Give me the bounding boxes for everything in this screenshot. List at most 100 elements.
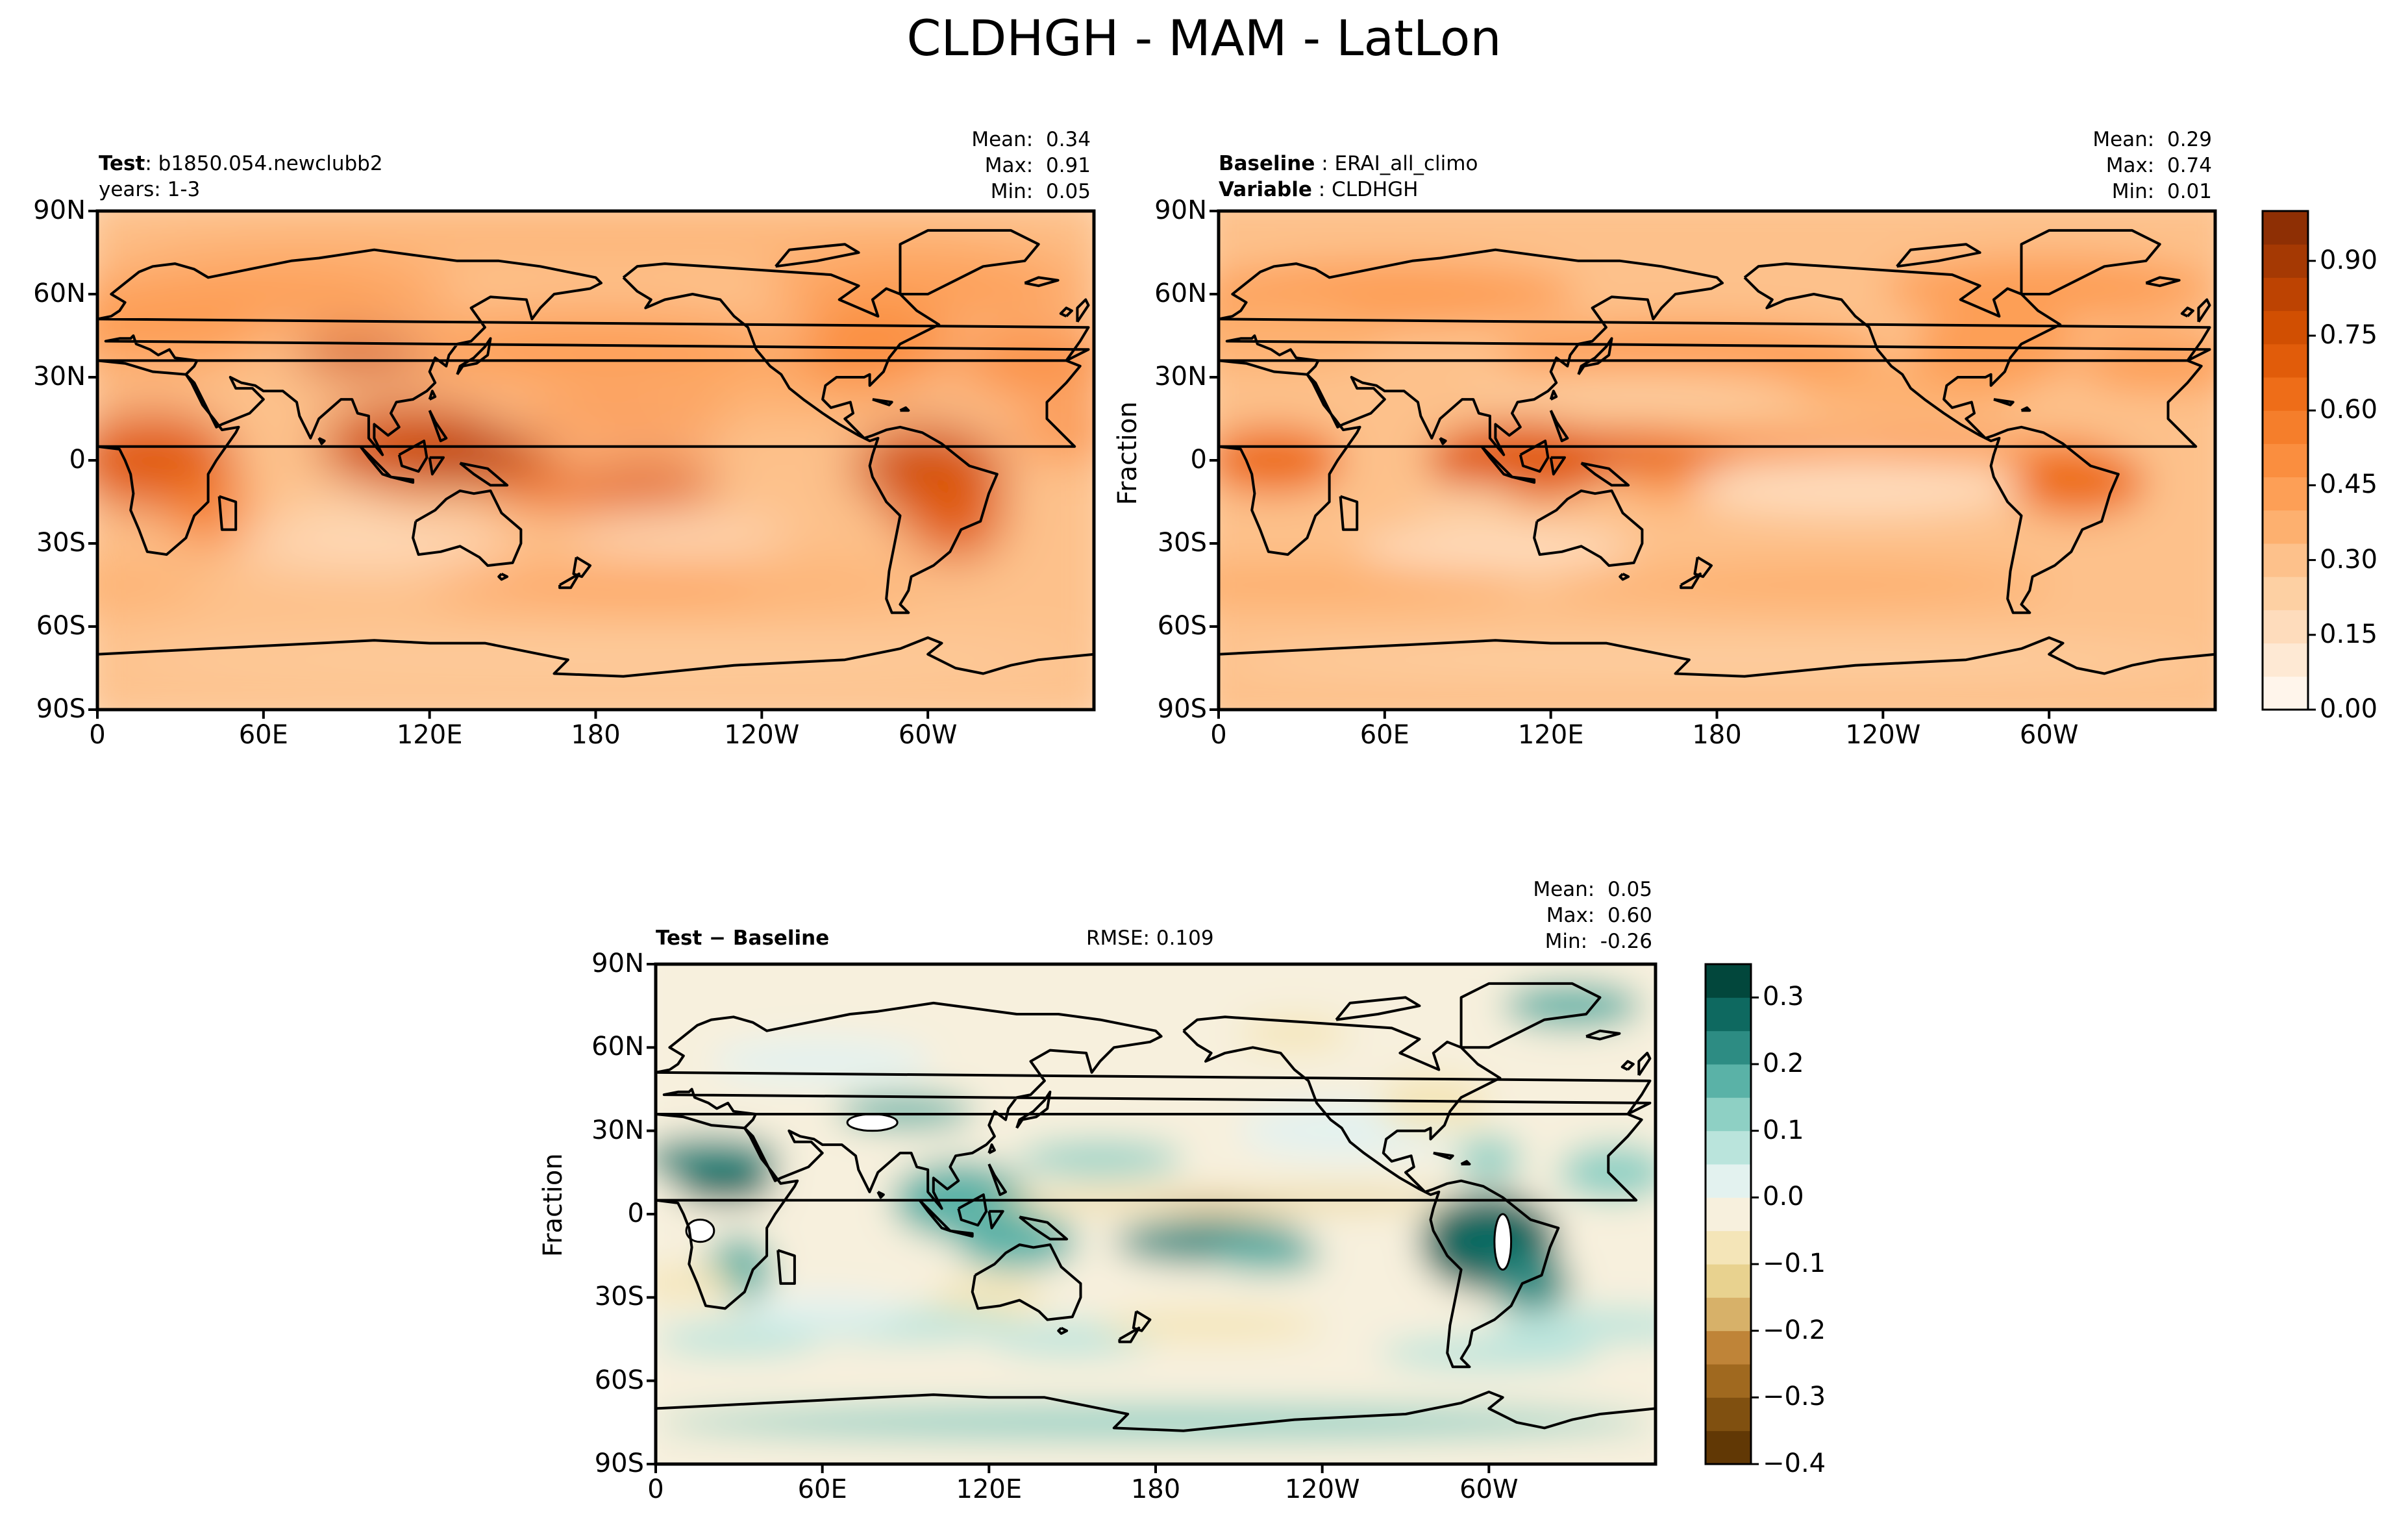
variable-label: Variable — [1219, 178, 1312, 201]
baseline-coastline — [1549, 390, 1558, 401]
difference-coastline — [987, 1143, 996, 1154]
baseline-coastline — [1896, 243, 1981, 268]
main-colorbar-tick-label: 0.90 — [2320, 245, 2378, 275]
test-lat-tick-label: 60N — [33, 279, 86, 308]
test-contour-region — [291, 336, 430, 375]
baseline-contour-region — [1910, 310, 2077, 389]
baseline-lon-tick-label: 120E — [1517, 720, 1584, 750]
baseline-coastline — [2197, 298, 2211, 323]
test-coastline — [459, 462, 509, 487]
difference-lon-tick-label: 60E — [797, 1474, 847, 1504]
test-lon-tick-label: 120E — [396, 720, 463, 750]
test-coastline — [456, 337, 492, 375]
difference-coastline — [1433, 1151, 1454, 1160]
difference-colorbar-swatch — [1706, 1330, 1751, 1365]
test-lon-tick-label: 0 — [89, 720, 106, 750]
baseline-lat-tick-label: 60S — [1157, 611, 1207, 641]
difference-colorbar-tick-label: 0.2 — [1763, 1049, 1804, 1078]
difference-colorbar-swatch — [1706, 1064, 1751, 1098]
baseline-coastline — [1549, 456, 1566, 476]
test-contour-region — [402, 310, 789, 389]
test-coastline — [412, 489, 523, 567]
main-colorbar-swatch — [2263, 577, 2308, 610]
test-coastline — [497, 573, 509, 581]
difference-contour-region — [1502, 983, 1642, 1028]
baseline-coastline — [1519, 440, 1550, 473]
difference-contour-region — [1489, 1256, 1572, 1311]
test-coastline — [428, 390, 437, 401]
difference-colorbar-frame — [1704, 963, 1752, 1465]
baseline-contour-region — [1219, 222, 2215, 256]
baseline-coastline — [2180, 306, 2194, 317]
difference-colorbar-tick-label: −0.4 — [1763, 1448, 1826, 1478]
baseline-stats: Mean: 0.29 Max: 0.74 Min: 0.01 — [2017, 127, 2212, 205]
test-contour-region — [236, 521, 513, 566]
difference-contour-region — [956, 1214, 1078, 1270]
baseline-coastline — [2020, 229, 2161, 295]
difference-coastline — [987, 1163, 1007, 1197]
difference-coastline — [1182, 1015, 1560, 1369]
test-lat-tick-label: 30S — [36, 528, 86, 558]
baseline-name-label: Baseline — [1219, 152, 1315, 175]
difference-colorbar-swatch — [1706, 1364, 1751, 1398]
baseline-lon-tick-label: 0 — [1210, 720, 1227, 750]
baseline-contour-region — [1495, 321, 1883, 389]
difference-colorbar-swatch — [1706, 1230, 1751, 1265]
main-colorbar-swatch — [2263, 477, 2308, 511]
difference-coastline — [1057, 1326, 1069, 1335]
test-contour-region — [429, 568, 762, 602]
test-contour-region — [582, 460, 721, 505]
difference-coastline — [1620, 1060, 1635, 1071]
variable-value: CLDHGH — [1332, 178, 1419, 201]
baseline-lon-tick-label: 180 — [1692, 720, 1742, 750]
difference-colorbar-swatch — [1706, 1430, 1751, 1465]
colon: : — [145, 152, 158, 175]
test-coastline — [217, 495, 238, 531]
baseline-contour-region — [1219, 302, 1385, 369]
test-lat-tick-label: 60S — [36, 611, 86, 641]
difference-lat-tick-label: 60S — [594, 1365, 644, 1395]
baseline-lat-tick-label: 30N — [1154, 362, 1207, 392]
main-colorbar-swatch — [2263, 310, 2308, 345]
difference-rmse: RMSE: 0.109 — [1086, 926, 1214, 950]
main-colorbar-swatch — [2263, 510, 2308, 544]
difference-contour-region — [711, 1039, 934, 1084]
test-map-field — [97, 211, 1094, 710]
difference-map-field — [656, 964, 1656, 1464]
difference-lon-tick-label: 120E — [956, 1474, 1023, 1504]
baseline-contour-region — [1357, 527, 1634, 571]
difference-contour-region — [656, 1267, 739, 1300]
test-name-label: Test — [99, 152, 145, 175]
baseline-coastline — [1680, 572, 1702, 590]
main-colorbar-swatch — [2263, 610, 2308, 644]
difference-coastline — [1019, 1215, 1069, 1241]
difference-contour-region — [1239, 1017, 1350, 1050]
difference-lat-tick-label: 30N — [591, 1115, 644, 1145]
baseline-title: Baseline : ERAI_all_climo — [1219, 151, 1478, 177]
test-coastline — [775, 243, 860, 268]
test-contour-region — [567, 521, 789, 555]
test-contour-region — [97, 643, 1094, 677]
test-contour-region — [906, 471, 1006, 560]
test-stats: Mean: 0.34 Max: 0.91 Min: 0.05 — [896, 127, 1091, 205]
baseline-lon-tick-label: 60W — [2019, 720, 2079, 750]
test-coastline — [899, 406, 910, 412]
difference-colorbar-tick-label: 0.1 — [1763, 1115, 1804, 1145]
test-contour-region — [955, 330, 1094, 397]
difference-colorbar-swatch — [1706, 1264, 1751, 1298]
difference-contour-region — [1017, 1141, 1184, 1176]
difference-coastline — [656, 1001, 1652, 1210]
difference-coastline — [1460, 1160, 1471, 1165]
test-coastline — [390, 475, 415, 484]
difference-contour-region — [656, 1406, 1656, 1439]
baseline-coastline — [2020, 406, 2031, 412]
difference-contour-region — [1378, 1075, 1489, 1131]
difference-contour-region — [933, 1275, 1045, 1320]
difference-coastline — [949, 1229, 974, 1238]
main-colorbar-swatch — [2263, 643, 2308, 677]
baseline-coastline — [1549, 410, 1569, 443]
baseline-lat-tick-label: 90S — [1157, 694, 1207, 724]
difference-title: Test − Baseline — [656, 926, 830, 950]
colorbars — [1704, 210, 2316, 1465]
difference-coastline — [918, 1199, 952, 1232]
